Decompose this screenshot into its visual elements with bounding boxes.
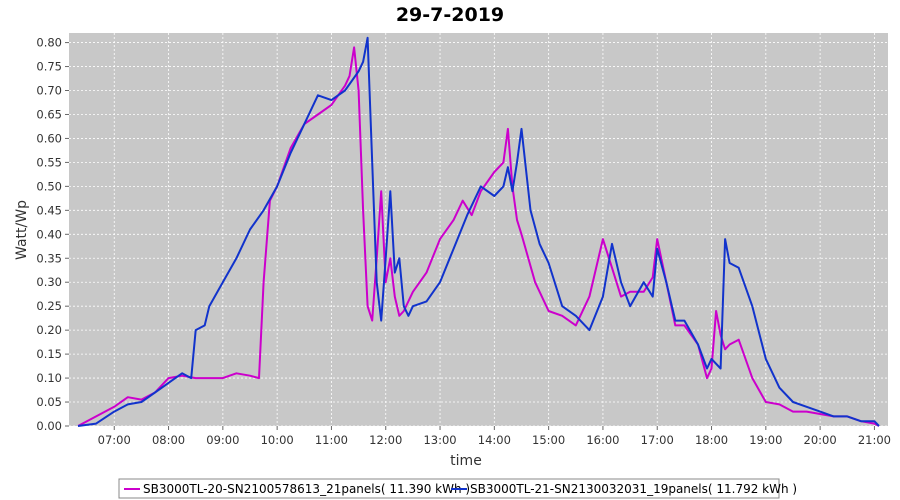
y-tick-label: 0.15 bbox=[36, 347, 62, 361]
y-tick-label: 0.25 bbox=[36, 299, 62, 313]
series-lines bbox=[77, 36, 880, 427]
y-axis-label: Watt/Wp bbox=[14, 200, 30, 260]
legend: SB3000TL-20-SN2100578613_21panels( 11.39… bbox=[118, 478, 797, 499]
y-tick-label: 0.00 bbox=[36, 419, 62, 433]
y-tick-label: 0.35 bbox=[36, 251, 62, 265]
chart-title: 29-7-2019 bbox=[396, 4, 504, 26]
x-tick-label: 17:00 bbox=[641, 433, 674, 447]
y-tick-label: 0.75 bbox=[36, 60, 62, 74]
legend-label-0: SB3000TL-20-SN2100578613_21panels( 11.39… bbox=[143, 482, 470, 496]
x-tick-label: 19:00 bbox=[749, 433, 782, 447]
x-tick-label: 16:00 bbox=[586, 433, 619, 447]
y-tick-label: 0.65 bbox=[36, 107, 62, 121]
y-tick-label: 0.60 bbox=[36, 131, 62, 145]
legend-box bbox=[118, 478, 780, 499]
x-tick-label: 20:00 bbox=[804, 433, 837, 447]
y-tick-label: 0.70 bbox=[36, 84, 62, 98]
y-tick-label: 0.10 bbox=[36, 371, 62, 385]
legend-label-1: SB3000TL-21-SN2130032031_19panels( 11.79… bbox=[470, 482, 797, 496]
x-tick-label: 10:00 bbox=[261, 433, 294, 447]
y-tick-label: 0.50 bbox=[36, 179, 62, 193]
x-tick-label: 07:00 bbox=[98, 433, 131, 447]
x-axis: 07:00 08:00 09:00 10:00 11:00 12:00 13:00 14:00… bbox=[98, 426, 891, 447]
y-tick-label: 0.40 bbox=[36, 227, 62, 241]
x-tick-label: 15:00 bbox=[532, 433, 565, 447]
x-tick-label: 14:00 bbox=[478, 433, 511, 447]
y-tick-label: 0.20 bbox=[36, 323, 62, 337]
x-tick-label: 18:00 bbox=[695, 433, 728, 447]
y-tick-label: 0.55 bbox=[36, 155, 62, 169]
grid-lines bbox=[69, 33, 888, 427]
x-tick-label: 13:00 bbox=[423, 433, 456, 447]
x-tick-label: 11:00 bbox=[315, 433, 348, 447]
y-tick-label: 0.80 bbox=[36, 36, 62, 50]
x-tick-label: 09:00 bbox=[206, 433, 239, 447]
x-tick-label: 12:00 bbox=[369, 433, 402, 447]
y-axis: 0.00 0.05 0.10 0.15 0.20 0.25 0.30 0.35 0.40 0.45… bbox=[36, 36, 69, 433]
x-axis-label: time bbox=[450, 453, 482, 469]
y-tick-label: 0.05 bbox=[36, 395, 62, 409]
y-tick-label: 0.45 bbox=[36, 203, 62, 217]
x-tick-label: 08:00 bbox=[152, 433, 185, 447]
series-line-0 bbox=[77, 46, 880, 427]
series-line-1 bbox=[77, 36, 880, 427]
y-tick-label: 0.30 bbox=[36, 275, 62, 289]
plot-area bbox=[69, 33, 888, 426]
x-tick-label: 21:00 bbox=[858, 433, 891, 447]
